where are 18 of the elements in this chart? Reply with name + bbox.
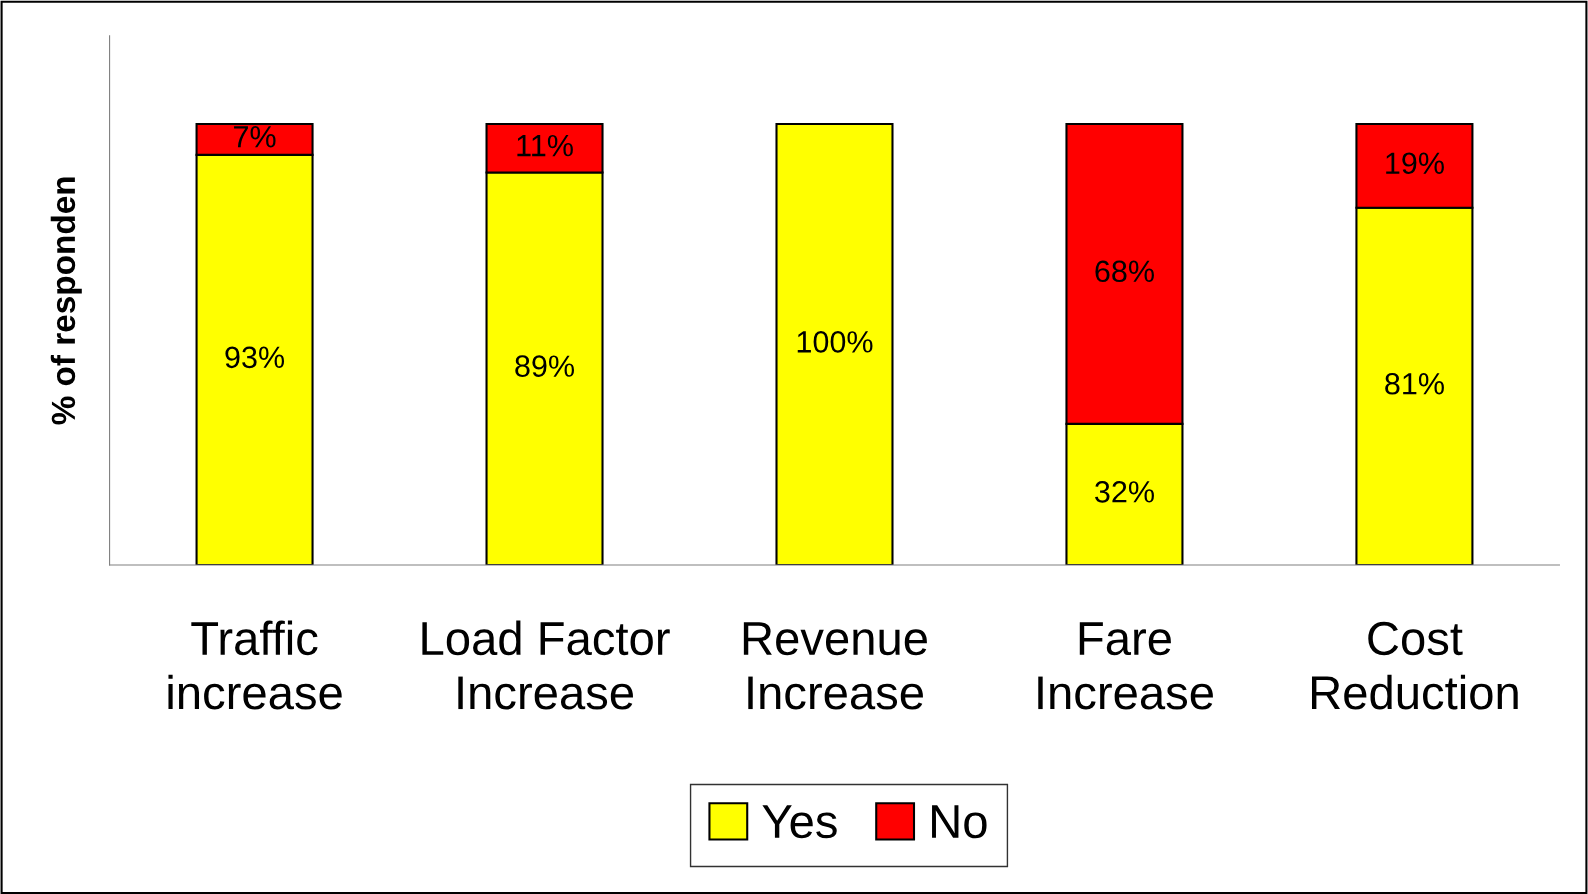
data-label: 11% (517, 134, 573, 157)
x-tick-label: Load Factor Increase (422, 620, 670, 710)
data-label: 68% (1095, 260, 1154, 283)
x-tick-label: Cost Reduction (1311, 621, 1518, 710)
data-label: 89% (515, 355, 575, 377)
x-tick-label: Traffic increase (168, 620, 342, 710)
data-label: 32% (1095, 481, 1154, 503)
data-label: 81% (1385, 372, 1444, 395)
data-label: 93% (225, 346, 285, 369)
data-label: 100% (797, 331, 873, 353)
data-label: 7% (234, 126, 276, 148)
y-axis-title: % of responden (50, 177, 82, 425)
x-tick-label: Fare Increase (1038, 622, 1213, 710)
x-tick-label: Revenue Increase (743, 622, 927, 710)
data-label: 19% (1386, 152, 1444, 175)
legend-label: No (932, 805, 987, 839)
legend-label: Yes (762, 805, 837, 839)
bar (775, 122, 894, 566)
